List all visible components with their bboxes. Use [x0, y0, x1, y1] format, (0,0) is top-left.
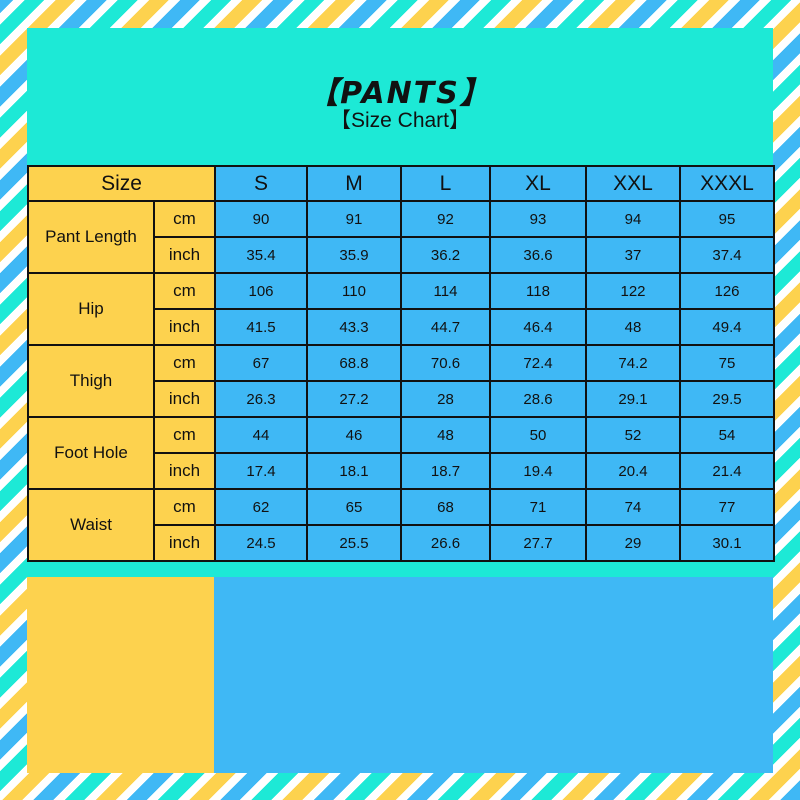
table-cell: 27.7 — [489, 524, 588, 562]
table-cell: 29.5 — [679, 380, 776, 418]
table-cell: 28 — [400, 380, 492, 418]
table-cell: 118 — [489, 272, 588, 310]
table-cell: 71 — [489, 488, 588, 526]
measurement-label: Foot Hole — [27, 416, 155, 490]
table-cell: 44 — [214, 416, 309, 454]
table-cell: 50 — [489, 416, 588, 454]
size-header: Size — [26, 165, 217, 202]
table-cell: 126 — [679, 272, 776, 310]
blue-block — [214, 577, 773, 773]
subtitle: 【Size Chart】 — [329, 109, 471, 132]
table-cell: 44.7 — [400, 308, 492, 346]
unit-label: cm — [152, 200, 217, 238]
table-cell: 29.1 — [585, 380, 682, 418]
table-cell: 94 — [585, 200, 682, 238]
size-column-header: XXXL — [679, 165, 776, 202]
header-row: Size S M L XL XXL XXXL — [26, 165, 776, 202]
measurement-label: Thigh — [27, 344, 155, 418]
table-cell: 67 — [214, 344, 309, 382]
size-column-header: L — [400, 165, 492, 202]
table-cell: 20.4 — [585, 452, 682, 490]
yellow-block — [27, 577, 214, 773]
size-column-header: S — [214, 165, 309, 202]
table-cell: 27.2 — [306, 380, 403, 418]
table-cell: 74 — [585, 488, 682, 526]
table-cell: 18.7 — [400, 452, 492, 490]
table-cell: 35.9 — [306, 236, 403, 274]
size-table: Size S M L XL XXL XXXL Pant Length cm 90 91 92 93 94 9… — [26, 165, 776, 562]
table-cell: 26.3 — [214, 380, 309, 418]
table-cell: 30.1 — [679, 524, 776, 562]
unit-label: inch — [152, 236, 217, 274]
unit-label: inch — [152, 308, 217, 346]
table-row: inch 26.3 27.2 28 28.6 29.1 29.5 — [28, 380, 776, 418]
table-cell: 49.4 — [679, 308, 776, 346]
table-cell: 19.4 — [489, 452, 588, 490]
table-row: inch 17.4 18.1 18.7 19.4 20.4 21.4 — [28, 452, 776, 490]
table-row: Pant Length cm 90 91 92 93 94 95 — [27, 200, 776, 274]
unit-label: cm — [152, 344, 217, 382]
table-cell: 65 — [306, 488, 403, 526]
table-cell: 36.2 — [400, 236, 492, 274]
unit-label: cm — [152, 488, 217, 526]
unit-label: cm — [152, 272, 217, 310]
table-row: Waist cm 62 65 68 71 74 77 — [27, 488, 776, 562]
table-cell: 114 — [400, 272, 492, 310]
table-cell: 70.6 — [400, 344, 492, 382]
size-column-header: XL — [489, 165, 588, 202]
table-cell: 91 — [306, 200, 403, 238]
unit-label: inch — [152, 452, 217, 490]
table-cell: 17.4 — [214, 452, 309, 490]
table-cell: 37 — [585, 236, 682, 274]
table-cell: 95 — [679, 200, 776, 238]
table-cell: 77 — [679, 488, 776, 526]
table-cell: 21.4 — [679, 452, 776, 490]
table-cell: 24.5 — [214, 524, 309, 562]
table-cell: 25.5 — [306, 524, 403, 562]
table-cell: 93 — [489, 200, 588, 238]
table-cell: 48 — [585, 308, 682, 346]
table-row: Foot Hole cm 44 46 48 50 52 54 — [27, 416, 776, 490]
table-row: inch 24.5 25.5 26.6 27.7 29 30.1 — [28, 524, 776, 562]
measurement-label: Waist — [27, 488, 155, 562]
table-cell: 35.4 — [214, 236, 309, 274]
table-cell: 37.4 — [679, 236, 776, 274]
unit-label: cm — [152, 416, 217, 454]
size-chart-panel: 【PANTS】 【Size Chart】 Size S M L XL XXL XXXL Pan… — [26, 28, 776, 773]
size-column-header: XXL — [585, 165, 682, 202]
unit-label: inch — [152, 524, 217, 562]
table-cell: 41.5 — [214, 308, 309, 346]
table-cell: 92 — [400, 200, 492, 238]
table-cell: 62 — [214, 488, 309, 526]
size-column-header: M — [306, 165, 403, 202]
table-row: inch 41.5 43.3 44.7 46.4 48 49.4 — [28, 308, 776, 346]
table-cell: 72.4 — [489, 344, 588, 382]
table-cell: 74.2 — [585, 344, 682, 382]
table-cell: 36.6 — [489, 236, 588, 274]
table-cell: 48 — [400, 416, 492, 454]
unit-label: inch — [152, 380, 217, 418]
table-cell: 43.3 — [306, 308, 403, 346]
table-cell: 46 — [306, 416, 403, 454]
table-cell: 68.8 — [306, 344, 403, 382]
table-cell: 90 — [214, 200, 309, 238]
table-cell: 52 — [585, 416, 682, 454]
table-cell: 18.1 — [306, 452, 403, 490]
table-cell: 29 — [585, 524, 682, 562]
table-cell: 28.6 — [489, 380, 588, 418]
title: 【PANTS】 — [308, 76, 492, 111]
table-row: inch 35.4 35.9 36.2 36.6 37 37.4 — [28, 236, 776, 274]
table-row: Thigh cm 67 68.8 70.6 72.4 74.2 75 — [27, 344, 776, 418]
table-cell: 54 — [679, 416, 776, 454]
measurement-label: Hip — [27, 272, 155, 346]
measurement-label: Pant Length — [27, 200, 155, 274]
table-row: Hip cm 106 110 114 118 122 126 — [27, 272, 776, 346]
table-cell: 110 — [306, 272, 403, 310]
table-cell: 75 — [679, 344, 776, 382]
table-cell: 46.4 — [489, 308, 588, 346]
table-cell: 106 — [214, 272, 309, 310]
table-cell: 26.6 — [400, 524, 492, 562]
table-cell: 122 — [585, 272, 682, 310]
table-cell: 68 — [400, 488, 492, 526]
